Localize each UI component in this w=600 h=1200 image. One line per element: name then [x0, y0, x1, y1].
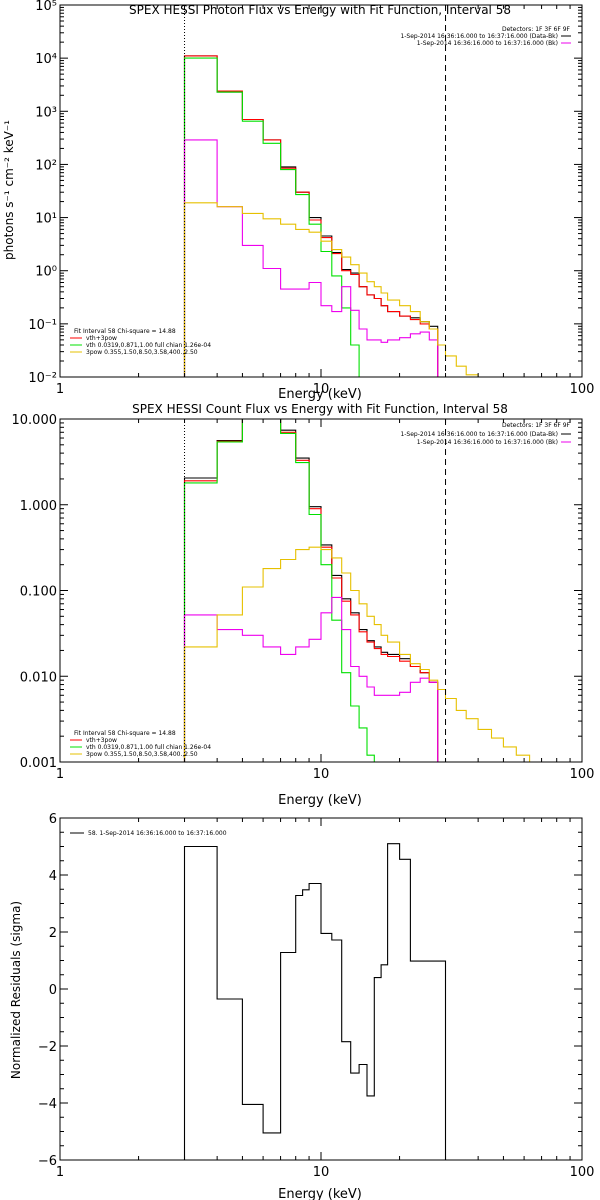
y-tick-label: −4 [38, 1097, 57, 1112]
x-tick-label: 1 [56, 1165, 64, 1180]
x-tick-label: 1 [56, 382, 64, 397]
count-flux-title: SPEX HESSI Count Flux vs Energy with Fit… [132, 402, 508, 416]
y-tick-label: 10⁻¹ [28, 318, 57, 333]
series-2-step-line [183, 419, 375, 762]
count-flux-plot: 1 10 100 0.001 0.010 0.100 1.000 10.000 [12, 413, 595, 782]
y-tick-label: 10⁵ [35, 0, 57, 14]
legend-residual-label: 58. 1-Sep-2014 16:36:16.000 to 16:37:16.… [88, 830, 227, 837]
legend-3pow-label: 3pow 0.355,1.50,8.50,3.58,400.,2.50 [86, 349, 198, 356]
y-tick-label: 10³ [35, 105, 57, 120]
photon-flux-plot: 1 10 100 10⁻² 10⁻¹ 10⁰ 10¹ 10² 10³ 10⁴ 10⁵ [28, 0, 594, 397]
y-tick-label: 1.000 [20, 499, 57, 514]
legend-vth-label: vth 0.0319,0.871,1.00 full chian 1.26e-0… [86, 342, 211, 349]
y-tick-label: 10⁴ [35, 52, 57, 67]
photon-flux-title: SPEX HESSI Photon Flux vs Energy with Fi… [129, 3, 511, 17]
y-tick-label: 0 [49, 983, 57, 998]
count-flux-legend-bottomleft: Fit Interval 58 Chi-square = 14.88 vth+3… [70, 730, 211, 758]
y-tick-label: 0.010 [20, 670, 57, 685]
x-tick-label: 10 [313, 767, 330, 782]
photon-flux-xlabel: Energy (keV) [278, 387, 362, 402]
series-4-step-line [183, 546, 542, 762]
legend-bk-label: 1-Sep-2014 16:36:16.000 to 16:37:16.000 … [417, 439, 558, 446]
count-flux-xlabel: Energy (keV) [278, 793, 362, 808]
legend-3pow-label: 3pow 0.355,1.50,8.50,3.58,400.,2.50 [86, 751, 198, 758]
residuals-plot: 1 10 100 −6 −4 −2 0 2 4 6 [38, 812, 595, 1180]
count-flux-panel: SPEX HESSI Count Flux vs Energy with Fit… [12, 402, 595, 808]
y-tick-label: 10¹ [35, 212, 57, 227]
legend-vth-label: vth 0.0319,0.871,1.00 full chian 1.26e-0… [86, 744, 211, 751]
photon-flux-legend-bottomleft: Fit Interval 58 Chi-square = 14.88 vth+3… [70, 328, 211, 356]
x-tick-label: 100 [570, 1165, 595, 1180]
y-tick-label: 10² [35, 158, 57, 173]
legend-data-bk-label: 1-Sep-2014 16:36:16.000 to 16:37:16.000 … [400, 431, 558, 438]
residuals-ylabel: Normalized Residuals (sigma) [9, 901, 23, 1079]
y-tick-label: 10.000 [12, 413, 58, 428]
series-2-step-line [183, 57, 368, 377]
y-tick-label: 0.001 [20, 756, 57, 771]
legend-data-bk-label: 1-Sep-2014 16:36:16.000 to 16:37:16.000 … [400, 33, 558, 40]
residuals-xlabel: Energy (keV) [278, 1187, 362, 1200]
x-tick-label: 100 [570, 767, 595, 782]
legend-detectors-title: Detectors: 1F 3F 6F 9F [502, 26, 571, 33]
series-0-step-line [183, 843, 447, 1160]
legend-detectors-title: Detectors: 1F 3F 6F 9F [502, 422, 571, 429]
y-tick-label: −6 [38, 1154, 57, 1169]
series-3-step-line [183, 596, 439, 762]
count-flux-legend-topright: Detectors: 1F 3F 6F 9F 1-Sep-2014 16:36:… [400, 422, 571, 446]
legend-fit-title: Fit Interval 58 Chi-square = 14.88 [74, 730, 176, 737]
y-tick-label: 10⁰ [35, 265, 57, 280]
x-tick-label: 10 [313, 1165, 330, 1180]
y-tick-label: 4 [49, 869, 57, 884]
legend-vth3pow-label: vth+3pow [86, 737, 117, 744]
photon-flux-legend-topright: Detectors: 1F 3F 6F 9F 1-Sep-2014 16:36:… [400, 26, 571, 47]
y-tick-label: 0.100 [20, 585, 57, 600]
y-tick-label: −2 [38, 1040, 57, 1055]
y-tick-label: 2 [49, 926, 57, 941]
legend-vth3pow-label: vth+3pow [86, 335, 117, 342]
series-3-step-line [183, 139, 439, 377]
photon-flux-panel: SPEX HESSI Photon Flux vs Energy with Fi… [2, 0, 594, 402]
residuals-legend: 58. 1-Sep-2014 16:36:16.000 to 16:37:16.… [70, 830, 227, 837]
legend-bk-label: 1-Sep-2014 16:36:16.000 to 16:37:16.000 … [417, 40, 558, 47]
residuals-panel: Energy (keV) Normalized Residuals (sigma… [9, 812, 594, 1200]
legend-fit-title: Fit Interval 58 Chi-square = 14.88 [74, 328, 176, 335]
x-tick-label: 100 [570, 382, 595, 397]
y-tick-label: 6 [49, 812, 57, 827]
x-tick-label: 10 [313, 382, 330, 397]
y-tick-label: 10⁻² [28, 371, 57, 386]
photon-flux-ylabel: photons s⁻¹ cm⁻² keV⁻¹ [2, 120, 16, 260]
x-tick-label: 1 [56, 767, 64, 782]
